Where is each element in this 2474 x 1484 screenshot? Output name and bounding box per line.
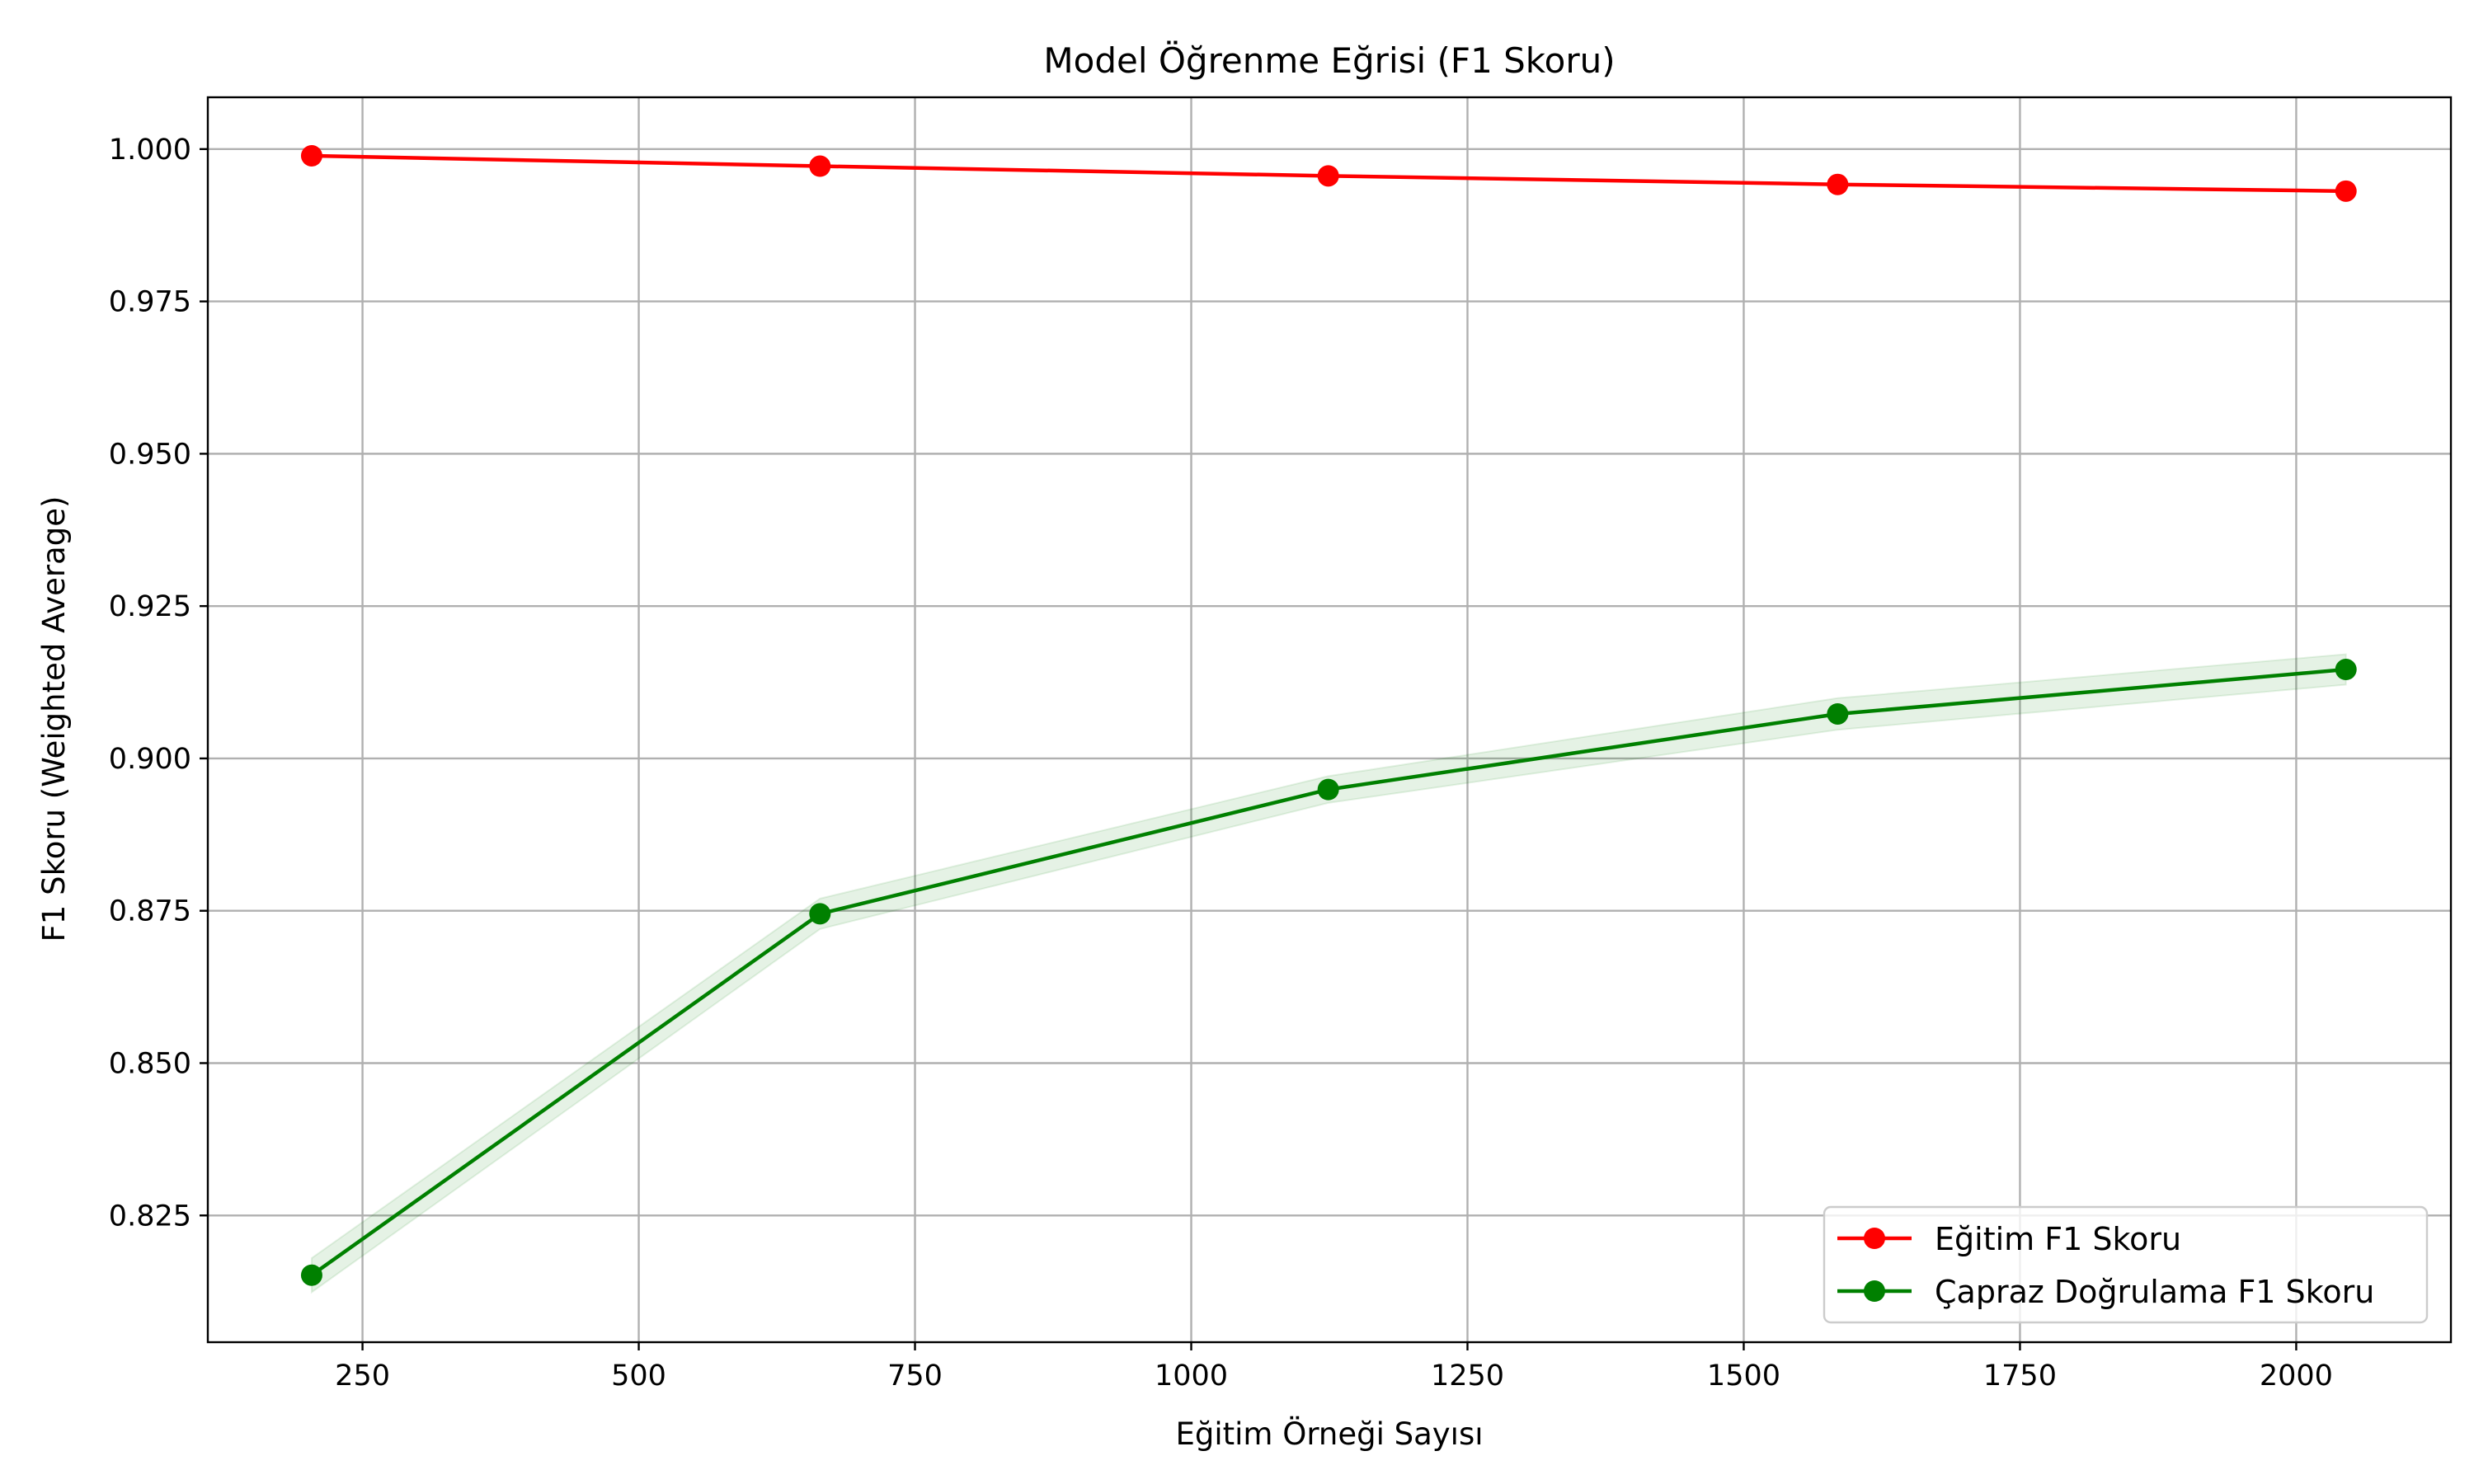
x-tick-label: 250 bbox=[335, 1360, 390, 1392]
x-tick-label: 750 bbox=[887, 1360, 943, 1392]
y-tick-label: 0.850 bbox=[109, 1047, 191, 1080]
data-point bbox=[300, 144, 322, 167]
legend-label-cv: Çapraz Doğrulama F1 Skoru bbox=[1935, 1274, 2374, 1310]
y-tick-label: 0.975 bbox=[109, 286, 191, 319]
chart-title: Model Öğrenme Eğrisi (F1 Skoru) bbox=[1043, 40, 1615, 81]
data-point bbox=[2335, 659, 2357, 681]
legend-label-train: Eğitim F1 Skoru bbox=[1935, 1221, 2181, 1257]
x-tick-label: 1000 bbox=[1155, 1360, 1228, 1392]
series-markers bbox=[300, 144, 2357, 1286]
data-point bbox=[1317, 165, 1339, 187]
legend-box bbox=[1823, 1205, 2429, 1324]
axis-ticks: 250 500 750 1000 1250 1500 1750 2000 0.825 0.850 0… bbox=[109, 134, 2333, 1392]
data-point bbox=[1827, 702, 1849, 725]
y-tick-label: 0.950 bbox=[109, 438, 191, 471]
legend: Eğitim F1 Skoru Çapraz Doğrulama F1 Skor… bbox=[1823, 1205, 2429, 1324]
x-tick-label: 1500 bbox=[1707, 1360, 1780, 1392]
data-point bbox=[1317, 778, 1339, 801]
plot-area-frame bbox=[206, 96, 2453, 1344]
legend-marker-cv bbox=[1864, 1280, 1885, 1302]
legend-marker-train bbox=[1864, 1228, 1885, 1249]
x-tick-label: 500 bbox=[611, 1360, 666, 1392]
y-tick-label: 0.825 bbox=[109, 1200, 191, 1233]
y-tick-label: 0.875 bbox=[109, 895, 191, 928]
y-tick-label: 0.900 bbox=[109, 743, 191, 776]
data-point bbox=[1827, 173, 1849, 195]
data-point bbox=[300, 1264, 322, 1286]
data-point bbox=[809, 155, 831, 177]
y-axis-label: F1 Skoru (Weighted Average) bbox=[36, 496, 72, 942]
y-tick-label: 0.925 bbox=[109, 590, 191, 623]
x-tick-label: 2000 bbox=[2260, 1360, 2333, 1392]
x-tick-label: 1750 bbox=[1983, 1360, 2057, 1392]
y-tick-label: 1.000 bbox=[109, 134, 191, 167]
data-point bbox=[809, 903, 831, 925]
data-point bbox=[2335, 180, 2357, 202]
x-axis-label: Eğitim Örneği Sayısı bbox=[1175, 1416, 1483, 1452]
grid bbox=[208, 97, 2451, 1342]
x-tick-label: 1250 bbox=[1431, 1360, 1504, 1392]
